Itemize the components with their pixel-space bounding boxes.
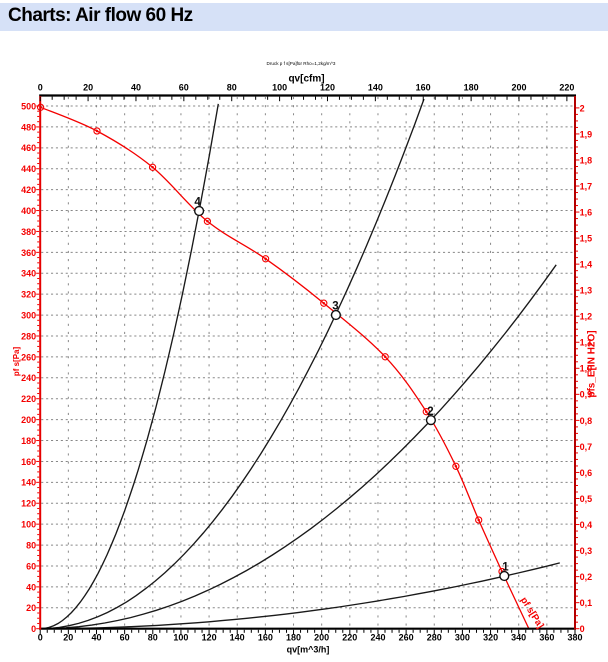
svg-text:0,6: 0,6 bbox=[580, 468, 593, 478]
svg-text:0: 0 bbox=[580, 624, 585, 634]
svg-text:100: 100 bbox=[272, 83, 287, 93]
svg-text:1,0: 1,0 bbox=[580, 364, 593, 374]
svg-text:120: 120 bbox=[21, 499, 36, 509]
svg-text:80: 80 bbox=[227, 83, 237, 93]
svg-text:0: 0 bbox=[38, 83, 43, 93]
svg-text:200: 200 bbox=[21, 415, 36, 425]
svg-text:1,1: 1,1 bbox=[580, 338, 593, 348]
svg-text:1,2: 1,2 bbox=[580, 312, 593, 322]
svg-text:80: 80 bbox=[148, 632, 158, 642]
svg-text:300: 300 bbox=[21, 311, 36, 321]
svg-text:0,5: 0,5 bbox=[580, 494, 593, 504]
svg-text:0,7: 0,7 bbox=[580, 442, 593, 452]
svg-text:1,8: 1,8 bbox=[580, 155, 593, 165]
svg-text:320: 320 bbox=[483, 632, 498, 642]
svg-text:320: 320 bbox=[21, 290, 36, 300]
svg-text:0,4: 0,4 bbox=[580, 520, 593, 530]
svg-text:420: 420 bbox=[21, 185, 36, 195]
svg-text:360: 360 bbox=[539, 632, 554, 642]
svg-text:60: 60 bbox=[179, 83, 189, 93]
svg-text:160: 160 bbox=[21, 457, 36, 467]
svg-text:20: 20 bbox=[26, 603, 36, 613]
svg-text:500: 500 bbox=[21, 101, 36, 111]
svg-text:260: 260 bbox=[21, 352, 36, 362]
svg-text:160: 160 bbox=[416, 83, 431, 93]
svg-text:480: 480 bbox=[21, 122, 36, 132]
svg-text:380: 380 bbox=[21, 227, 36, 237]
svg-text:1,6: 1,6 bbox=[580, 208, 593, 218]
svg-text:60: 60 bbox=[26, 561, 36, 571]
svg-text:140: 140 bbox=[368, 83, 383, 93]
svg-text:1,7: 1,7 bbox=[580, 181, 593, 191]
svg-text:180: 180 bbox=[286, 632, 301, 642]
svg-text:160: 160 bbox=[258, 632, 273, 642]
svg-text:360: 360 bbox=[21, 248, 36, 258]
svg-text:220: 220 bbox=[342, 632, 357, 642]
svg-text:40: 40 bbox=[91, 632, 101, 642]
svg-text:40: 40 bbox=[26, 582, 36, 592]
svg-text:100: 100 bbox=[173, 632, 188, 642]
svg-text:120: 120 bbox=[320, 83, 335, 93]
svg-text:20: 20 bbox=[63, 632, 73, 642]
svg-text:0,3: 0,3 bbox=[580, 546, 593, 556]
svg-text:1: 1 bbox=[502, 562, 509, 574]
svg-text:220: 220 bbox=[21, 394, 36, 404]
svg-text:3: 3 bbox=[332, 301, 338, 313]
svg-text:140: 140 bbox=[230, 632, 245, 642]
svg-text:0,2: 0,2 bbox=[580, 572, 593, 582]
svg-text:1,9: 1,9 bbox=[580, 129, 593, 139]
svg-text:qv[cfm]: qv[cfm] bbox=[288, 73, 324, 84]
svg-text:40: 40 bbox=[131, 83, 141, 93]
svg-text:0,1: 0,1 bbox=[580, 598, 593, 608]
svg-text:1,4: 1,4 bbox=[580, 260, 593, 270]
svg-text:300: 300 bbox=[455, 632, 470, 642]
svg-text:200: 200 bbox=[314, 632, 329, 642]
svg-text:240: 240 bbox=[21, 373, 36, 383]
svg-text:180: 180 bbox=[464, 83, 479, 93]
svg-text:2: 2 bbox=[580, 103, 585, 113]
svg-text:qv[m^3/h]: qv[m^3/h] bbox=[287, 645, 330, 655]
svg-text:240: 240 bbox=[370, 632, 385, 642]
svg-text:220: 220 bbox=[559, 83, 574, 93]
svg-text:180: 180 bbox=[21, 436, 36, 446]
svg-text:pf s[Pa]: pf s[Pa] bbox=[12, 347, 21, 377]
svg-text:1,5: 1,5 bbox=[580, 234, 593, 244]
svg-text:60: 60 bbox=[120, 632, 130, 642]
svg-text:1,3: 1,3 bbox=[580, 286, 593, 296]
svg-text:400: 400 bbox=[21, 206, 36, 216]
svg-text:Druck p f s[Pa]für Rho=1,2kg/m: Druck p f s[Pa]für Rho=1,2kg/m^3 bbox=[267, 61, 336, 66]
svg-text:440: 440 bbox=[21, 164, 36, 174]
svg-text:140: 140 bbox=[21, 478, 36, 488]
svg-text:460: 460 bbox=[21, 143, 36, 153]
svg-text:200: 200 bbox=[511, 83, 526, 93]
svg-text:4: 4 bbox=[194, 197, 201, 209]
svg-text:340: 340 bbox=[511, 632, 526, 642]
svg-text:100: 100 bbox=[21, 520, 36, 530]
svg-text:80: 80 bbox=[26, 541, 36, 551]
svg-text:280: 280 bbox=[427, 632, 442, 642]
svg-text:2: 2 bbox=[427, 406, 433, 418]
svg-text:0: 0 bbox=[38, 632, 43, 642]
svg-text:0,8: 0,8 bbox=[580, 416, 593, 426]
svg-text:0: 0 bbox=[31, 624, 36, 634]
svg-text:120: 120 bbox=[202, 632, 217, 642]
svg-text:340: 340 bbox=[21, 269, 36, 279]
svg-text:380: 380 bbox=[567, 632, 582, 642]
svg-text:20: 20 bbox=[83, 83, 93, 93]
svg-text:260: 260 bbox=[399, 632, 414, 642]
svg-text:0,9: 0,9 bbox=[580, 390, 593, 400]
svg-text:pfs_E[IN H2O]: pfs_E[IN H2O] bbox=[587, 330, 598, 397]
svg-text:280: 280 bbox=[21, 331, 36, 341]
